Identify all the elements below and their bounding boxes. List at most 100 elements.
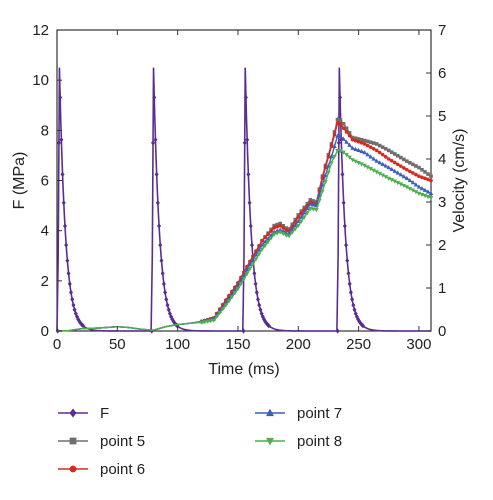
y-left-tick-label: 0 bbox=[41, 323, 49, 340]
data-point bbox=[59, 137, 64, 143]
y-left-tick-label: 4 bbox=[41, 223, 49, 240]
data-point bbox=[220, 307, 226, 312]
data-point bbox=[365, 139, 370, 144]
data-point bbox=[70, 296, 75, 302]
data-point bbox=[402, 157, 406, 162]
data-point bbox=[253, 281, 258, 287]
data-point bbox=[250, 262, 256, 267]
data-point bbox=[383, 175, 388, 180]
data-point bbox=[338, 94, 343, 101]
data-point bbox=[347, 142, 352, 147]
data-point bbox=[344, 242, 349, 248]
data-point bbox=[56, 140, 61, 146]
data-point bbox=[348, 289, 353, 295]
data-point bbox=[259, 247, 265, 252]
data-point bbox=[426, 177, 430, 182]
y-left-tick-label: 2 bbox=[41, 273, 49, 290]
data-point bbox=[423, 176, 427, 181]
data-point bbox=[226, 299, 232, 304]
data-point bbox=[380, 145, 385, 149]
data-point bbox=[274, 231, 280, 236]
data-point bbox=[157, 223, 162, 229]
data-point bbox=[413, 182, 419, 187]
data-point bbox=[350, 145, 355, 150]
data-point bbox=[269, 229, 273, 233]
data-point bbox=[368, 154, 373, 159]
data-point bbox=[159, 258, 164, 264]
x-tick-label: 100 bbox=[165, 336, 190, 353]
data-point bbox=[344, 130, 349, 134]
data-point bbox=[335, 149, 340, 154]
data-point bbox=[275, 224, 279, 229]
data-point bbox=[254, 289, 259, 295]
y-right-tick-label: 4 bbox=[438, 151, 446, 168]
data-point bbox=[166, 307, 171, 313]
data-point bbox=[329, 161, 334, 166]
data-point bbox=[386, 176, 391, 181]
data-point bbox=[341, 122, 346, 126]
data-point bbox=[393, 160, 397, 165]
data-point bbox=[377, 143, 382, 148]
data-point bbox=[410, 180, 416, 185]
data-point bbox=[368, 145, 373, 149]
data-point bbox=[368, 140, 373, 145]
data-point bbox=[347, 155, 352, 160]
data-point bbox=[341, 150, 346, 155]
data-point bbox=[359, 148, 364, 154]
data-point bbox=[293, 227, 298, 232]
data-point bbox=[238, 277, 244, 283]
data-point bbox=[335, 121, 340, 126]
data-point bbox=[417, 165, 421, 170]
data-point bbox=[423, 170, 427, 174]
data-point bbox=[338, 122, 343, 127]
data-point bbox=[235, 287, 241, 292]
data-point bbox=[350, 137, 355, 142]
data-point bbox=[414, 164, 418, 168]
legend-item: point 5 bbox=[58, 433, 145, 450]
data-point bbox=[242, 140, 247, 146]
data-point bbox=[244, 267, 250, 272]
data-point bbox=[399, 164, 403, 168]
data-point bbox=[151, 140, 156, 146]
data-point bbox=[380, 152, 385, 157]
data-point bbox=[317, 198, 322, 204]
data-point bbox=[163, 289, 168, 295]
data-point bbox=[386, 148, 391, 153]
data-point bbox=[353, 146, 358, 151]
data-point bbox=[266, 232, 270, 237]
data-point bbox=[374, 142, 379, 146]
legend-item: point 8 bbox=[255, 433, 342, 450]
data-point bbox=[320, 182, 325, 187]
data-point bbox=[58, 94, 63, 101]
legend-item: point 6 bbox=[58, 461, 145, 478]
data-point bbox=[326, 155, 331, 159]
data-point bbox=[362, 163, 367, 168]
data-point bbox=[383, 163, 388, 168]
data-point bbox=[271, 232, 277, 237]
data-point bbox=[380, 161, 385, 167]
data-point bbox=[241, 328, 246, 334]
data-point bbox=[278, 223, 282, 228]
data-point bbox=[311, 202, 316, 207]
data-point bbox=[347, 281, 352, 287]
data-point bbox=[287, 234, 292, 239]
data-point bbox=[360, 323, 365, 329]
data-point bbox=[389, 150, 394, 154]
data-point bbox=[368, 167, 373, 172]
data-point bbox=[404, 185, 410, 190]
data-point bbox=[347, 134, 352, 138]
data-point bbox=[256, 252, 262, 257]
data-point bbox=[152, 94, 157, 101]
data-point bbox=[268, 236, 274, 241]
data-point bbox=[344, 152, 349, 158]
data-point bbox=[247, 261, 253, 267]
legend-swatch-marker bbox=[69, 465, 77, 473]
data-point bbox=[365, 152, 370, 157]
data-point bbox=[426, 172, 430, 176]
data-point bbox=[429, 174, 433, 179]
x-tick-label: 0 bbox=[53, 336, 61, 353]
data-point bbox=[411, 171, 415, 175]
data-point bbox=[422, 187, 428, 192]
data-point bbox=[62, 223, 67, 229]
data-point bbox=[342, 223, 347, 229]
